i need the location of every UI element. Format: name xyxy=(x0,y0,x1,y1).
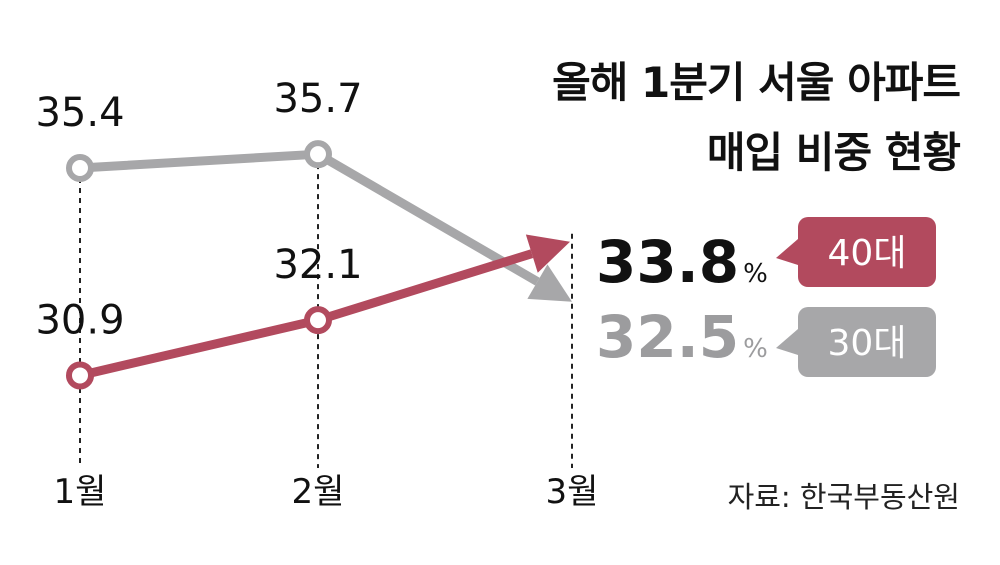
data-label-30s-2월: 35.7 xyxy=(273,76,362,122)
data-label-30s-1월: 35.4 xyxy=(35,90,124,136)
source-note: 자료: 한국부동산원 xyxy=(727,480,960,514)
legend-tag-pointer-30s xyxy=(776,329,798,355)
legend-tag-box-40s xyxy=(798,217,936,287)
series-arrowhead-40s xyxy=(525,234,570,273)
chart-title-line-2: 매입 비중 현황 xyxy=(706,128,961,177)
legend-tag-pointer-40s xyxy=(776,239,798,265)
x-tick-label-2: 2월 xyxy=(292,472,345,512)
legend-tag-30s: 30대 xyxy=(776,307,936,377)
x-tick-label-3: 3월 xyxy=(546,472,599,512)
legend-tag-label-40s: 40대 xyxy=(828,233,907,274)
data-label-40s-2월: 32.1 xyxy=(273,242,362,288)
data-point-30s-1월 xyxy=(66,154,94,183)
final-value-30s: 32.5% xyxy=(596,303,768,371)
data-point-40s-1월 xyxy=(66,361,94,390)
final-value-40s: 33.8% xyxy=(596,228,768,296)
data-point-40s-2월 xyxy=(304,306,332,335)
legend-tag-label-30s: 30대 xyxy=(828,323,907,364)
series-arrowhead-30s xyxy=(527,264,572,302)
legend-tag-40s: 40대 xyxy=(776,217,936,287)
legend-tag-box-30s xyxy=(798,307,936,377)
data-label-40s-1월: 30.9 xyxy=(35,297,124,343)
x-tick-label-1: 1월 xyxy=(54,472,107,512)
chart-title-line-1: 올해 1분기 서울 아파트 xyxy=(552,58,961,107)
data-point-30s-2월 xyxy=(304,140,332,169)
